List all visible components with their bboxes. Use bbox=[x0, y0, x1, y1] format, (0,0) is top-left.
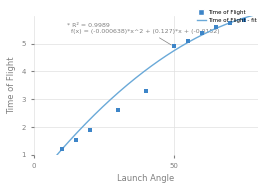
Point bbox=[88, 128, 92, 131]
Point bbox=[115, 109, 120, 112]
Legend: Time of Flight, Time of Flight - fit: Time of Flight, Time of Flight - fit bbox=[195, 8, 259, 25]
Point bbox=[60, 147, 64, 150]
Point bbox=[186, 39, 190, 42]
Point bbox=[172, 45, 176, 48]
Point bbox=[73, 138, 78, 141]
X-axis label: Launch Angle: Launch Angle bbox=[117, 174, 174, 183]
Point bbox=[242, 18, 246, 21]
Point bbox=[228, 21, 232, 24]
Point bbox=[200, 31, 204, 34]
Point bbox=[214, 25, 218, 28]
Text: * R² = 0.9989
  f(x) = (-0.000638)*x^2 + (0.127)*x + (-0.0152): * R² = 0.9989 f(x) = (-0.000638)*x^2 + (… bbox=[67, 23, 220, 45]
Point bbox=[144, 89, 148, 93]
Y-axis label: Time of Flight: Time of Flight bbox=[7, 57, 16, 114]
